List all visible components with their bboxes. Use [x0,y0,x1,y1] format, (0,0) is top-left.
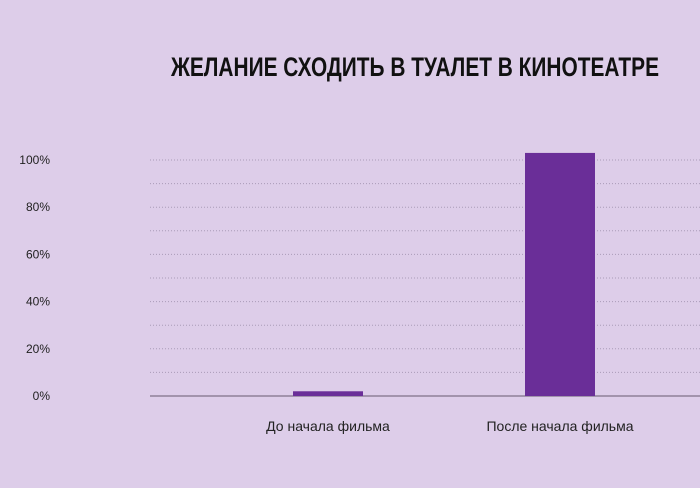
y-tick-label: 0% [33,389,51,403]
y-tick-label: 20% [26,342,50,356]
category-label: После начала фильма [486,418,633,434]
y-tick-label: 100% [19,153,50,167]
y-tick-label: 80% [26,200,50,214]
bar [525,152,595,396]
gridlines [150,159,700,373]
y-tick-label: 60% [26,247,50,261]
bar [293,391,363,396]
category-labels: До начала фильма После начала фильма [266,418,634,434]
category-label: До начала фильма [266,418,390,434]
bars [293,152,595,396]
y-axis-ticks: 0% 20% 40% 60% 80% 100% [19,153,50,403]
y-tick-label: 40% [26,295,50,309]
chart-title: ЖЕЛАНИЕ СХОДИТЬ В ТУАЛЕТ В КИНОТЕАТРЕ [170,52,659,82]
